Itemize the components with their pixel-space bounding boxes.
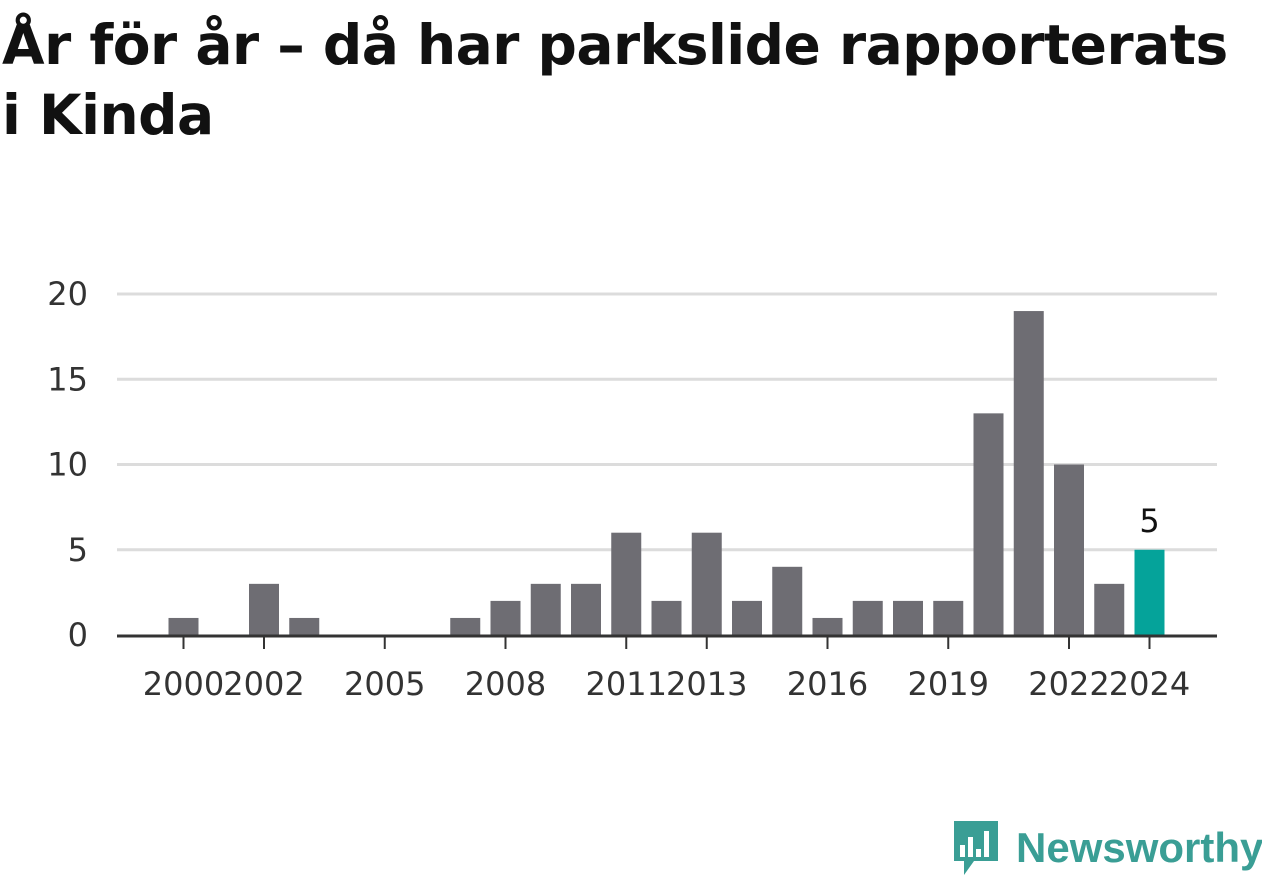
- bar-2009: [530, 583, 561, 635]
- bar-2018: [893, 600, 923, 635]
- x-tick-label-2008: 2008: [465, 665, 546, 703]
- x-tick-label-2000: 2000: [143, 665, 224, 703]
- data-label-2024: 5: [1139, 502, 1159, 540]
- bar-2000: [168, 617, 199, 635]
- x-tick-label-2002: 2002: [223, 665, 304, 703]
- y-tick-label-10: 10: [47, 446, 88, 484]
- y-axis-ticks: 0 5 10 15 20: [47, 275, 88, 654]
- x-tick-label-2005: 2005: [344, 665, 425, 703]
- bar-2010: [571, 583, 601, 635]
- x-tick-label-2013: 2013: [666, 665, 747, 703]
- x-tick-label-2019: 2019: [908, 665, 989, 703]
- bars: [168, 311, 1165, 635]
- bar-2012: [651, 600, 682, 635]
- y-tick-label-5: 5: [68, 531, 88, 569]
- y-tick-label-0: 0: [68, 616, 88, 654]
- bar-2016: [812, 617, 843, 635]
- bar-2008: [490, 600, 521, 635]
- bar-2024: [1134, 549, 1165, 635]
- newsworthy-bar-chart-bubble-icon: [954, 821, 998, 875]
- bar-2020: [973, 413, 1004, 635]
- newsworthy-logo: Newsworthy: [952, 820, 1262, 876]
- page-title: År för år – då har parkslide rapporterat…: [2, 13, 1228, 147]
- data-labels: 5: [1139, 502, 1159, 540]
- gridlines: [117, 292, 1217, 552]
- bar-2019: [933, 600, 964, 635]
- x-tick-label-2022: 2022: [1028, 665, 1109, 703]
- bar-2011: [611, 532, 642, 635]
- bar-2003: [289, 617, 320, 635]
- bar-2017: [852, 600, 883, 635]
- bar-2023: [1094, 583, 1125, 635]
- x-tick-label-2011: 2011: [586, 665, 667, 703]
- x-tick-label-2016: 2016: [787, 665, 868, 703]
- y-tick-label-15: 15: [47, 360, 88, 398]
- bar-2007: [450, 617, 481, 635]
- x-tick-label-2024: 2024: [1109, 665, 1190, 703]
- y-tick-label-20: 20: [47, 275, 88, 313]
- brand-name: Newsworthy: [1016, 824, 1262, 871]
- bar-2014: [732, 600, 762, 635]
- bar-2021: [1013, 311, 1044, 635]
- bar-2022: [1054, 464, 1084, 635]
- x-axis-ticks: 2000 2002 2005 2008 2011 2013 2016 2019 2022 2024: [143, 636, 1190, 703]
- bar-2002: [249, 583, 279, 635]
- bar-2015: [772, 566, 803, 635]
- bar-2013: [691, 532, 722, 635]
